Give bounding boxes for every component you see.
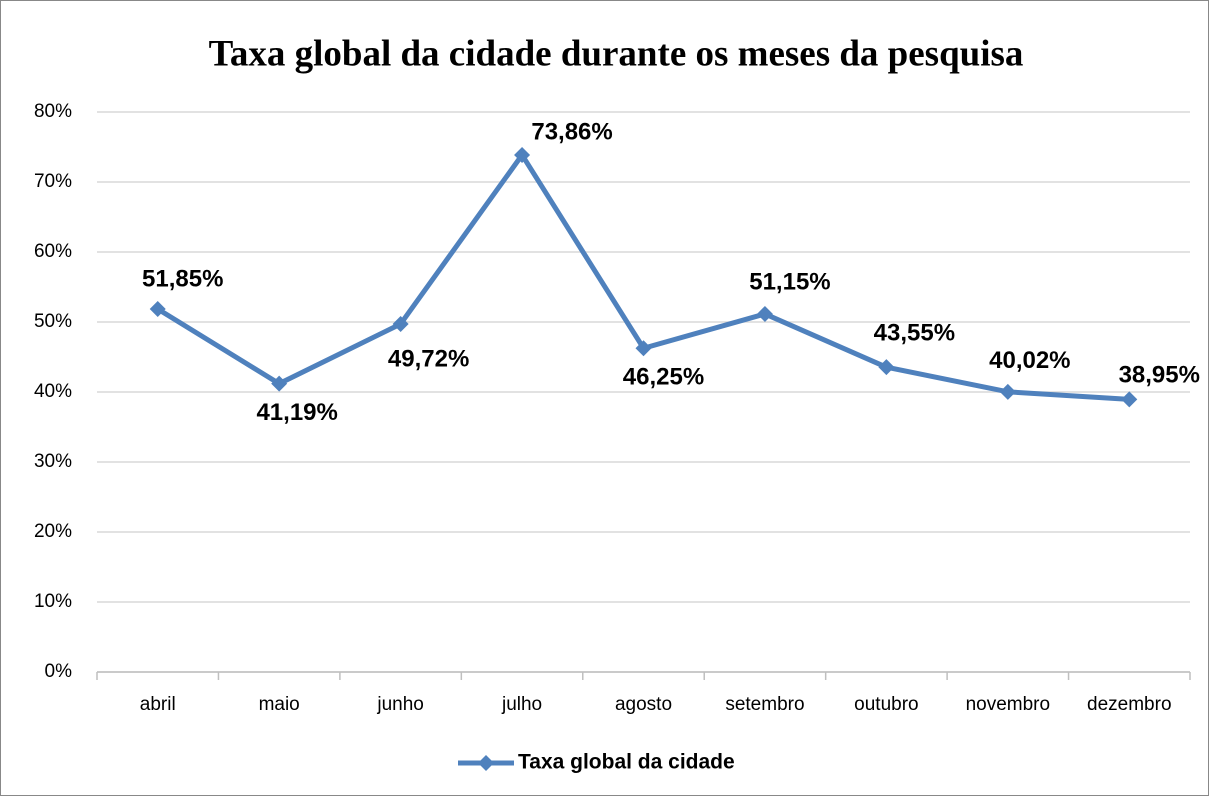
data-label: 51,15% — [749, 268, 830, 295]
y-tick-label: 50% — [34, 311, 72, 332]
marker — [271, 375, 288, 392]
data-label: 51,85% — [142, 265, 223, 292]
data-label: 73,86% — [531, 118, 612, 145]
marker — [756, 305, 773, 322]
data-label: 38,95% — [1119, 362, 1200, 389]
x-tick-label: junho — [376, 694, 424, 715]
x-tick-label: outubro — [854, 694, 918, 715]
data-label: 49,72% — [388, 345, 469, 372]
x-tick-label: maio — [259, 694, 300, 715]
x-tick-label: abril — [140, 694, 176, 715]
x-tick-label: julho — [501, 694, 542, 715]
x-tick-label: setembro — [725, 694, 804, 715]
data-label: 46,25% — [623, 364, 704, 391]
y-tick-label: 10% — [34, 591, 72, 612]
marker — [1121, 391, 1138, 408]
y-tick-label: 60% — [34, 241, 72, 262]
x-tick-label: agosto — [615, 694, 672, 715]
y-tick-label: 20% — [34, 521, 72, 542]
marker — [149, 301, 166, 318]
y-tick-label: 80% — [34, 101, 72, 122]
y-tick-label: 30% — [34, 451, 72, 472]
data-label: 41,19% — [256, 399, 337, 426]
x-tick-label: dezembro — [1087, 694, 1172, 715]
marker — [999, 383, 1016, 400]
marker — [392, 315, 409, 332]
y-tick-label: 40% — [34, 381, 72, 402]
marker — [514, 146, 531, 163]
marker — [878, 359, 895, 376]
marker — [635, 340, 652, 357]
data-label: 40,02% — [989, 347, 1070, 374]
chart-title: Taxa global da cidade durante os meses d… — [209, 33, 1024, 74]
data-label: 43,55% — [874, 319, 955, 346]
legend-marker — [478, 755, 494, 771]
y-tick-label: 0% — [45, 661, 73, 682]
legend-label: Taxa global da cidade — [518, 751, 735, 774]
y-tick-label: 70% — [34, 171, 72, 192]
x-tick-label: novembro — [966, 694, 1051, 715]
